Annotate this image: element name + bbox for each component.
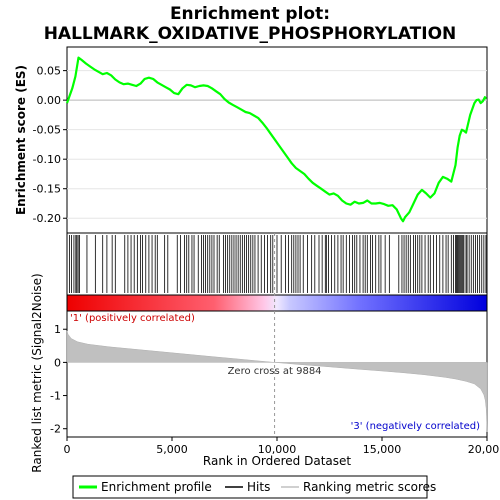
- x-tick-label: 10,000: [258, 443, 297, 456]
- zero-cross-label: Zero cross at 9884: [228, 366, 322, 377]
- legend: Enrichment profile Hits Ranking metric sco…: [79, 480, 436, 494]
- metric-y-tick-label: -1: [50, 390, 61, 403]
- series-enrichment-profile: [65, 56, 487, 223]
- title-line1: Enrichment plot:: [170, 4, 330, 24]
- legend-label-ranking-metric: Ranking metric scores: [303, 480, 436, 494]
- x-axis-label: Rank in Ordered Dataset: [203, 454, 351, 468]
- x-tick-label: 0: [64, 443, 71, 456]
- es-y-tick-label: 0.00: [37, 94, 62, 107]
- legend-box: [72, 475, 428, 499]
- metric-y-tick-label: 1: [54, 323, 61, 336]
- metric-y-tick-label: 0: [54, 356, 61, 369]
- metric-y-tick-label: -2: [50, 423, 61, 436]
- negative-label: '3' (negatively correlated): [351, 421, 480, 432]
- es-y-tick-label: -0.15: [33, 183, 61, 196]
- es-panel-frame: [66, 46, 488, 234]
- es-y-ticks: 0.05 0.00 -0.05 -0.10 -0.15 -0.20: [33, 65, 67, 225]
- hit-marks: [69, 235, 487, 293]
- es-ylabel: Enrichment score (ES): [14, 65, 28, 215]
- es-y-tick-label: -0.10: [33, 153, 61, 166]
- legend-label-enrichment-profile: Enrichment profile: [101, 480, 212, 494]
- rank-color-bar: [67, 295, 487, 311]
- x-tick-label: 20,000: [468, 443, 500, 456]
- series-ranking-metric: [66, 330, 488, 433]
- x-tick-label: 15,000: [363, 443, 402, 456]
- x-tick-label: 5,000: [156, 443, 188, 456]
- es-y-tick-label: 0.05: [37, 65, 62, 78]
- title-line2: HALLMARK_OXIDATIVE_PHOSPHORYLATION: [44, 24, 457, 44]
- es-y-tick-label: -0.05: [33, 124, 61, 137]
- legend-label-hits: Hits: [247, 480, 270, 494]
- metric-y-ticks: 1 0 -1 -2: [50, 323, 67, 436]
- positive-label: '1' (positively correlated): [70, 313, 195, 324]
- x-axis-ticks: 0 5,000 10,000 15,000 20,000: [64, 437, 500, 456]
- metric-ylabel: Ranked list metric (Signal2Noise): [30, 273, 44, 472]
- es-y-tick-label: -0.20: [33, 212, 61, 225]
